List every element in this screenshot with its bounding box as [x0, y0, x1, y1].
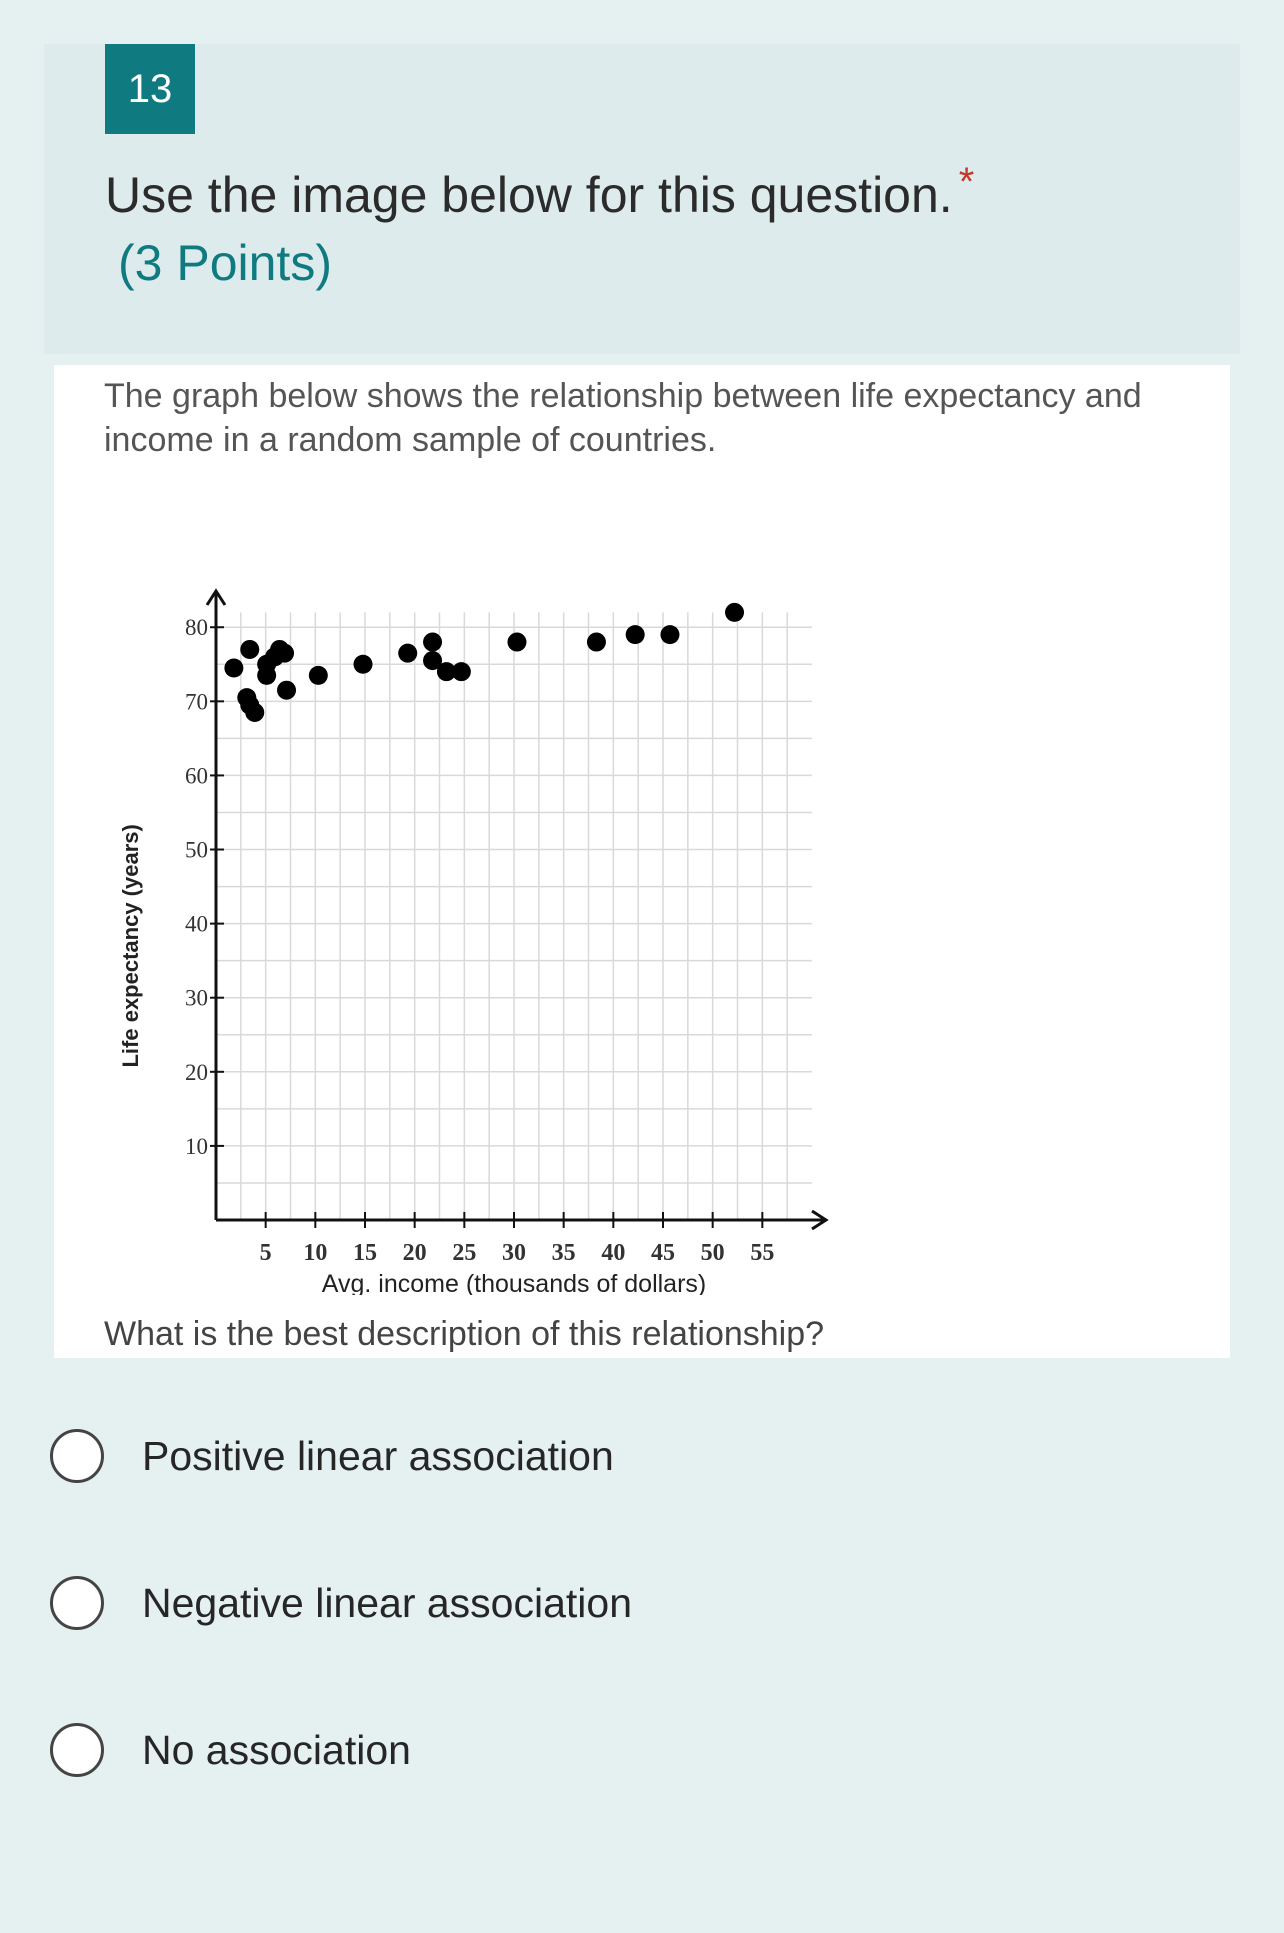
- x-tick-label: 35: [552, 1240, 576, 1266]
- data-point: [660, 625, 680, 645]
- option-positive-linear[interactable]: Positive linear association: [50, 1426, 750, 1486]
- data-point: [507, 632, 527, 652]
- data-point: [725, 602, 745, 622]
- x-axis-ticks: 5 10 15 20 25 30 35 40 45 50 55: [260, 1212, 774, 1266]
- y-tick-label: 20: [185, 1060, 208, 1085]
- scatter-chart: 5 10 15 20 25 30 35 40 45 50 55 10 20 30 40 50 60 70 80 A…: [118, 588, 829, 1295]
- y-tick-label: 50: [185, 838, 208, 863]
- x-tick-label: 20: [403, 1240, 427, 1266]
- chart-grid: [216, 612, 812, 1220]
- option-label: Negative linear association: [142, 1579, 632, 1626]
- data-point: [586, 632, 606, 652]
- x-axis-label: Avg. income (thousands of dollars): [322, 1270, 706, 1295]
- data-points: [224, 602, 745, 722]
- x-tick-label: 25: [452, 1240, 476, 1266]
- x-tick-label: 45: [651, 1240, 675, 1266]
- data-point: [308, 665, 328, 685]
- data-point: [277, 680, 297, 700]
- chart-axes: [205, 588, 829, 1231]
- data-point: [245, 702, 265, 722]
- x-tick-label: 40: [601, 1240, 625, 1266]
- y-axis-arrow: [205, 588, 227, 606]
- y-axis-ticks: 10 20 30 40 50 60 70 80: [185, 615, 224, 1159]
- data-point: [398, 643, 418, 663]
- required-asterisk: *: [958, 160, 975, 204]
- data-point: [436, 662, 456, 682]
- radio-button[interactable]: [50, 1723, 104, 1777]
- x-tick-label: 50: [701, 1240, 725, 1266]
- y-tick-label: 10: [185, 1134, 208, 1159]
- radio-button[interactable]: [50, 1429, 104, 1483]
- option-label: No association: [142, 1726, 411, 1773]
- y-tick-label: 70: [185, 689, 208, 714]
- y-tick-label: 60: [185, 763, 208, 788]
- option-negative-linear[interactable]: Negative linear association: [50, 1573, 750, 1633]
- y-tick-label: 40: [185, 912, 208, 937]
- option-label: Positive linear association: [142, 1432, 614, 1479]
- data-point: [423, 651, 443, 671]
- data-point: [353, 654, 373, 674]
- question-header-card: [44, 44, 1240, 354]
- x-axis-arrow: [811, 1209, 829, 1231]
- option-no-association[interactable]: No association: [50, 1720, 750, 1780]
- graph-intro-text: The graph below shows the relationship b…: [104, 377, 1142, 459]
- x-tick-label: 10: [303, 1240, 327, 1266]
- data-point: [275, 643, 295, 663]
- x-tick-label: 15: [353, 1240, 377, 1266]
- y-tick-label: 80: [185, 615, 208, 640]
- data-point: [257, 665, 277, 685]
- data-point: [224, 658, 244, 678]
- radio-button[interactable]: [50, 1576, 104, 1630]
- x-tick-label: 30: [502, 1240, 526, 1266]
- data-point: [451, 662, 471, 682]
- data-point: [625, 625, 645, 645]
- x-tick-label: 55: [750, 1240, 774, 1266]
- x-tick-label: 5: [260, 1240, 272, 1266]
- question-title-text: Use the image below for this question.: [105, 167, 953, 223]
- data-point: [423, 632, 443, 652]
- question-title: Use the image below for this question. *: [105, 160, 974, 224]
- question-prompt: What is the best description of this rel…: [104, 1315, 825, 1353]
- question-points: (3 Points): [118, 235, 332, 291]
- data-point: [240, 639, 260, 659]
- question-number-badge: 13: [105, 44, 195, 134]
- question-image: The graph below shows the relationship b…: [54, 365, 1230, 1358]
- y-axis-label: Life expectancy (years): [118, 824, 143, 1067]
- y-tick-label: 30: [185, 986, 208, 1011]
